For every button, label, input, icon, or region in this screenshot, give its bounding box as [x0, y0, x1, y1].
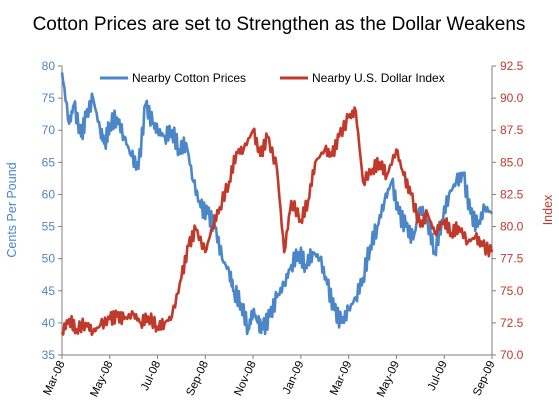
left-tick-label: 35	[42, 348, 56, 362]
right-tick-label: 87.5	[500, 123, 524, 137]
right-tick-label: 82.5	[500, 187, 524, 201]
legend-label-cotton: Nearby Cotton Prices	[132, 71, 246, 85]
right-tick-label: 77.5	[500, 252, 524, 266]
left-tick-label: 45	[42, 284, 56, 298]
left-tick-label: 65	[42, 155, 56, 169]
right-tick-label: 92.5	[500, 59, 524, 73]
right-axis-ticks: 70.0 72.5 75.0 77.5 80.0 82.5 85.0 87.5 90.0 92.5	[492, 59, 524, 362]
left-axis-ticks: 35 40 45 50 55 60 65 70 75 80	[42, 59, 62, 362]
left-tick-label: 80	[42, 59, 56, 73]
left-tick-label: 75	[42, 91, 56, 105]
right-tick-label: 80.0	[500, 220, 524, 234]
right-axis-label: Index	[541, 194, 555, 225]
right-tick-label: 85.0	[500, 155, 524, 169]
left-tick-label: 70	[42, 123, 56, 137]
x-tick-label: Nov-08	[232, 359, 259, 398]
series-group	[60, 72, 494, 337]
right-tick-label: 90.0	[500, 91, 524, 105]
x-tick-label: Mar-08	[41, 359, 67, 397]
left-tick-label: 50	[42, 252, 56, 266]
legend: Nearby Cotton Prices Nearby U.S. Dollar …	[100, 71, 445, 85]
left-tick-label: 40	[42, 316, 56, 330]
x-axis-ticks: Mar-08 May-08 Jul-08 Sep-08 Nov-08 Jan-09 Mar-…	[41, 355, 498, 399]
left-tick-label: 60	[42, 187, 56, 201]
series-line-cotton	[60, 72, 494, 336]
x-tick-label: May-09	[375, 359, 402, 399]
chart-title: Cotton Prices are set to Strengthen as t…	[33, 14, 526, 35]
x-tick-label: Sep-09	[471, 359, 498, 398]
right-tick-label: 75.0	[500, 284, 524, 298]
left-tick-label: 55	[42, 220, 56, 234]
left-axis-label: Cents Per Pound	[5, 162, 19, 257]
right-tick-label: 72.5	[500, 316, 524, 330]
series-line-dollar	[60, 106, 494, 337]
legend-label-dollar: Nearby U.S. Dollar Index	[312, 71, 445, 85]
x-tick-label: Mar-09	[328, 359, 354, 397]
x-tick-label: Sep-08	[185, 359, 212, 398]
x-tick-label: Jul-08	[139, 359, 163, 392]
x-tick-label: May-08	[88, 359, 115, 399]
x-tick-label: Jul-09	[426, 359, 450, 392]
x-tick-label: Jan-09	[281, 359, 307, 396]
right-tick-label: 70.0	[500, 348, 524, 362]
